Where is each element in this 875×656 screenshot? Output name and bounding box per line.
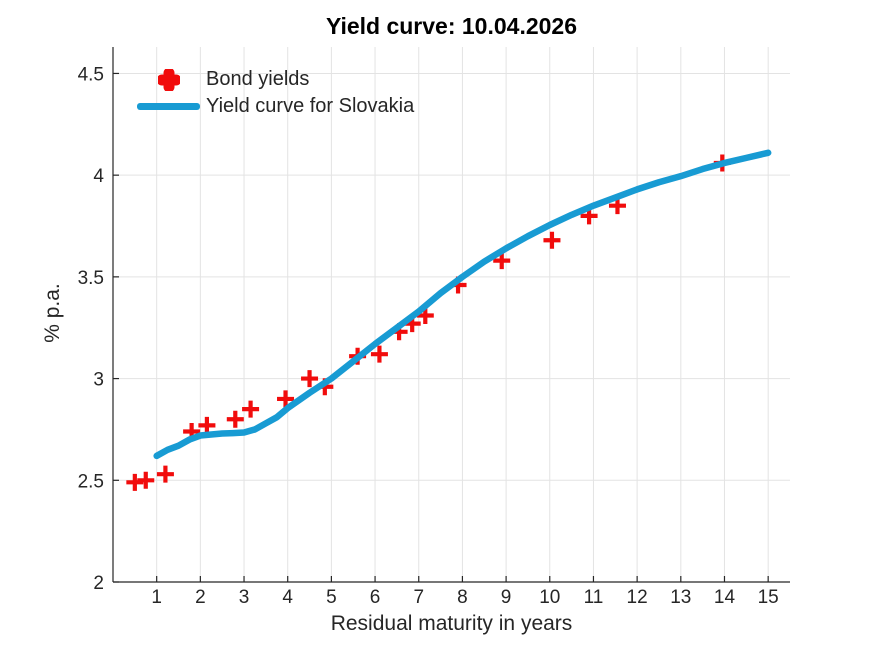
- x-tick-label: 15: [758, 587, 779, 608]
- y-tick-label: 3.5: [78, 268, 104, 289]
- y-tick-label: 4: [93, 166, 104, 187]
- x-tick-label: 13: [670, 587, 691, 608]
- legend: Bond yields Yield curve for Slovakia: [137, 66, 414, 120]
- x-axis-label: Residual maturity in years: [330, 612, 573, 635]
- x-tick-label: 12: [627, 587, 648, 608]
- bond-yield-marker: [301, 370, 319, 388]
- chart-title: Yield curve: 10.04.2026: [325, 13, 578, 39]
- x-tick-label: 9: [501, 587, 512, 608]
- x-tick-label: 4: [282, 587, 293, 608]
- y-tick-label: 4.5: [78, 64, 104, 85]
- x-tick-label: 3: [239, 587, 250, 608]
- bond-yield-marker: [370, 345, 388, 363]
- x-tick-label: 14: [714, 587, 736, 608]
- bond-yield-marker: [137, 471, 155, 489]
- x-tick-label: 10: [539, 587, 560, 608]
- legend-label-yield-curve: Yield curve for Slovakia: [206, 95, 415, 117]
- bond-yield-marker: [226, 410, 244, 428]
- bond-yield-marker: [242, 400, 260, 418]
- x-tick-label: 8: [457, 587, 468, 608]
- x-tick-label: 6: [370, 587, 381, 608]
- yield-curve-line: [153, 149, 772, 460]
- y-tick-label: 3: [93, 370, 104, 391]
- bond-yield-marker: [543, 231, 561, 249]
- y-tick-label: 2: [93, 573, 104, 594]
- bond-yield-marker: [277, 390, 295, 408]
- bond-yields-marker-icon: [137, 68, 200, 91]
- bond-yield-marker: [493, 252, 511, 270]
- x-tick-label: 5: [326, 587, 337, 608]
- bond-yield-marker: [198, 416, 216, 434]
- bond-yield-marker: [156, 465, 174, 483]
- x-tick-label: 2: [195, 587, 206, 608]
- legend-item-yield-curve: Yield curve for Slovakia: [137, 93, 414, 120]
- yield-curve-line-icon: [137, 103, 200, 110]
- x-tick-label: 1: [151, 587, 162, 608]
- y-axis-label: % p.a.: [41, 283, 64, 343]
- x-tick-label: 7: [413, 587, 424, 608]
- legend-item-bond-yields: Bond yields: [137, 66, 414, 93]
- y-tick-label: 2.5: [78, 471, 104, 492]
- legend-label-bond-yields: Bond yields: [206, 68, 310, 90]
- x-tick-label: 11: [584, 587, 604, 608]
